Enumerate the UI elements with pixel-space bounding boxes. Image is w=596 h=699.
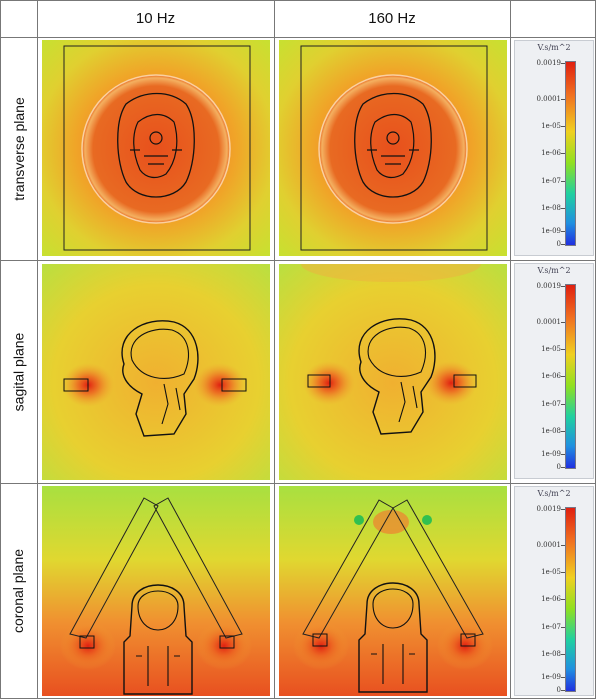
rule	[510, 0, 511, 699]
rule	[0, 483, 596, 484]
colorbar-tick-label: 1e-08	[541, 204, 561, 212]
colorbar-tick	[561, 509, 565, 510]
colorbar-tick-label: 0.0001	[537, 541, 562, 549]
figure: 10 Hz 160 Hz transverse plane sagital pl…	[0, 0, 596, 699]
transverse-plot	[42, 40, 270, 256]
coronal-plot	[279, 486, 507, 696]
colorbar-tick-label: 1e-06	[541, 149, 561, 157]
colorbar-tick-label: 1e-09	[541, 450, 561, 458]
colorbar-tick-label: 1e-05	[541, 568, 561, 576]
colorbar-tick	[561, 322, 565, 323]
colorbar-unit: V.s/m^2	[515, 489, 593, 498]
colorbar-unit: V.s/m^2	[515, 43, 593, 52]
colorbar: V.s/m^2 0.0019 0.0001 1e-05 1e-06 1e-07 1e-08 1…	[514, 486, 594, 696]
colorbar-tick-label: 1e-07	[541, 177, 561, 185]
colorbar-tick-label: 1e-07	[541, 400, 561, 408]
rule	[0, 260, 596, 261]
colorbar-tick	[561, 99, 565, 100]
colorbar-gradient	[565, 284, 576, 469]
colorbar-tick-label: 0.0019	[537, 59, 562, 67]
column-header: 160 Hz	[274, 0, 510, 37]
colorbar-tick	[561, 654, 565, 655]
colorbar-tick	[561, 545, 565, 546]
colorbar-tick	[561, 690, 565, 691]
colorbar-tick-label: 1e-08	[541, 650, 561, 658]
colorbar: V.s/m^2 0.0019 0.0001 1e-05 1e-06 1e-07 1e-08 1…	[514, 263, 594, 479]
colorbar: V.s/m^2 0.0019 0.0001 1e-05 1e-06 1e-07 1e-08 1…	[514, 40, 594, 256]
colorbar-tick	[561, 404, 565, 405]
colorbar-tick	[561, 599, 565, 600]
colorbar-tick	[561, 454, 565, 455]
row-label: coronal plane	[0, 483, 37, 698]
colorbar-tick	[561, 376, 565, 377]
colorbar-tick-label: 1e-05	[541, 345, 561, 353]
rule	[37, 0, 38, 699]
colorbar-tick-label: 0.0019	[537, 505, 562, 513]
rule	[0, 37, 596, 38]
colorbar-tick-label: 0	[557, 686, 561, 694]
column-header: 10 Hz	[37, 0, 274, 37]
colorbar-tick-label: 0.0001	[537, 318, 562, 326]
colorbar-tick	[561, 244, 565, 245]
colorbar-tick-label: 1e-09	[541, 673, 561, 681]
colorbar-tick	[561, 126, 565, 127]
row-label: sagital plane	[0, 260, 37, 483]
colorbar-tick-label: 1e-07	[541, 623, 561, 631]
colorbar-tick-label: 0	[557, 463, 561, 471]
transverse-plot	[279, 40, 507, 256]
sagittal-plot	[279, 264, 507, 480]
sagittal-plot	[42, 264, 270, 480]
row-label: transverse plane	[0, 37, 37, 260]
row-label-text: sagital plane	[11, 332, 27, 411]
coronal-plot	[42, 486, 270, 696]
colorbar-tick-label: 0.0001	[537, 95, 562, 103]
colorbar-tick	[561, 467, 565, 468]
row-label-text: transverse plane	[11, 97, 27, 201]
colorbar-tick	[561, 572, 565, 573]
colorbar-tick-label: 1e-08	[541, 427, 561, 435]
colorbar-tick-label: 1e-05	[541, 122, 561, 130]
colorbar-unit: V.s/m^2	[515, 266, 593, 275]
colorbar-gradient	[565, 61, 576, 246]
colorbar-tick	[561, 208, 565, 209]
row-label-text: coronal plane	[11, 548, 27, 632]
colorbar-tick	[561, 153, 565, 154]
colorbar-tick	[561, 431, 565, 432]
colorbar-tick	[561, 349, 565, 350]
colorbar-tick-label: 1e-06	[541, 595, 561, 603]
rule	[274, 0, 275, 699]
colorbar-tick	[561, 627, 565, 628]
colorbar-tick	[561, 181, 565, 182]
colorbar-tick	[561, 63, 565, 64]
colorbar-tick-label: 1e-06	[541, 372, 561, 380]
colorbar-tick-label: 0	[557, 240, 561, 248]
colorbar-tick	[561, 286, 565, 287]
colorbar-tick	[561, 677, 565, 678]
colorbar-tick-label: 0.0019	[537, 282, 562, 290]
colorbar-gradient	[565, 507, 576, 692]
colorbar-tick	[561, 231, 565, 232]
colorbar-tick-label: 1e-09	[541, 227, 561, 235]
